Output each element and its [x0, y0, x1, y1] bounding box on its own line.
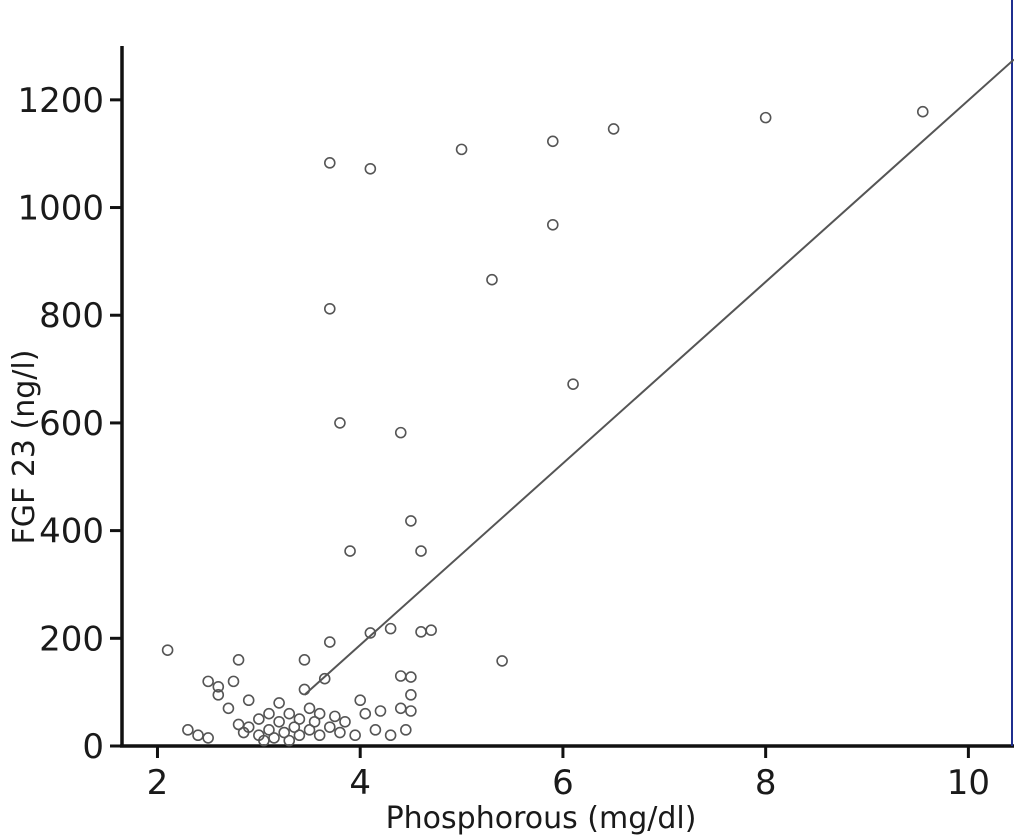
y-tick-label: 200 — [39, 619, 104, 659]
x-axis-title: Phosphorous (mg/dl) — [386, 801, 697, 836]
data-point — [384, 622, 397, 635]
x-tick-label: 10 — [947, 763, 990, 803]
data-point — [394, 670, 407, 682]
data-point — [232, 654, 245, 666]
data-point — [212, 689, 225, 701]
data-point — [298, 654, 311, 666]
data-point — [313, 707, 326, 720]
y-tick-label: 0 — [82, 727, 104, 767]
x-tick-label: 8 — [755, 763, 777, 803]
data-point — [303, 724, 316, 736]
data-point — [202, 675, 214, 688]
data-point — [212, 680, 225, 693]
data-point — [364, 627, 377, 639]
data-point — [334, 726, 346, 739]
data-point — [567, 378, 579, 390]
y-axis-title: FGF 23 (ng/l) — [7, 350, 42, 545]
data-point — [394, 426, 407, 439]
data-point — [359, 707, 372, 720]
data-point — [394, 702, 407, 715]
data-point — [263, 724, 275, 736]
data-point — [486, 273, 498, 286]
data-point — [278, 726, 290, 739]
data-point — [374, 705, 387, 717]
data-point — [323, 302, 336, 315]
data-point — [546, 218, 559, 231]
data-point — [253, 713, 265, 725]
data-point — [293, 729, 306, 742]
data-point — [323, 157, 336, 169]
data-point — [759, 111, 772, 124]
data-point — [405, 671, 417, 683]
data-point — [192, 729, 204, 742]
data-point — [334, 417, 346, 429]
data-point — [607, 123, 620, 135]
data-point — [273, 715, 285, 728]
data-point — [283, 707, 296, 720]
data-point — [283, 734, 296, 747]
data-point — [384, 729, 397, 742]
data-point — [329, 710, 341, 723]
data-point — [318, 672, 331, 685]
data-point — [344, 545, 356, 557]
data-point — [273, 697, 285, 709]
data-point — [323, 636, 336, 648]
x-tick-label: 2 — [147, 763, 169, 803]
y-tick-label: 800 — [39, 296, 104, 336]
data-point — [496, 655, 508, 667]
data-point — [313, 729, 326, 742]
y-tick-label: 1200 — [17, 81, 104, 121]
data-point — [369, 724, 382, 736]
data-point — [222, 702, 235, 715]
data-point — [349, 729, 361, 742]
data-point — [227, 675, 240, 688]
data-point — [202, 732, 214, 744]
data-point — [242, 721, 255, 733]
data-point — [182, 724, 194, 736]
data-point — [400, 724, 412, 736]
data-point — [405, 705, 417, 717]
data-point — [415, 545, 427, 557]
data-point — [268, 732, 280, 744]
data-point — [308, 715, 321, 728]
data-point — [415, 626, 427, 638]
x-tick-label: 6 — [552, 763, 574, 803]
data-point — [263, 707, 275, 720]
data-point — [425, 624, 437, 637]
data-point — [916, 105, 929, 118]
y-tick-label: 1000 — [17, 189, 104, 229]
data-point — [354, 694, 367, 707]
data-point — [303, 702, 316, 715]
data-point — [405, 689, 417, 701]
data-point — [405, 515, 417, 527]
data-point — [288, 721, 301, 733]
data-point — [364, 162, 377, 175]
data-point — [161, 644, 174, 656]
x-tick-label: 4 — [349, 763, 371, 803]
data-point — [323, 721, 336, 733]
data-point — [242, 694, 255, 707]
y-tick-label: 600 — [39, 404, 104, 444]
data-point — [455, 143, 468, 156]
data-point — [546, 135, 559, 148]
data-point — [339, 715, 351, 728]
y-tick-label: 400 — [39, 512, 104, 552]
data-point — [293, 713, 306, 725]
trend-line — [303, 58, 1014, 696]
